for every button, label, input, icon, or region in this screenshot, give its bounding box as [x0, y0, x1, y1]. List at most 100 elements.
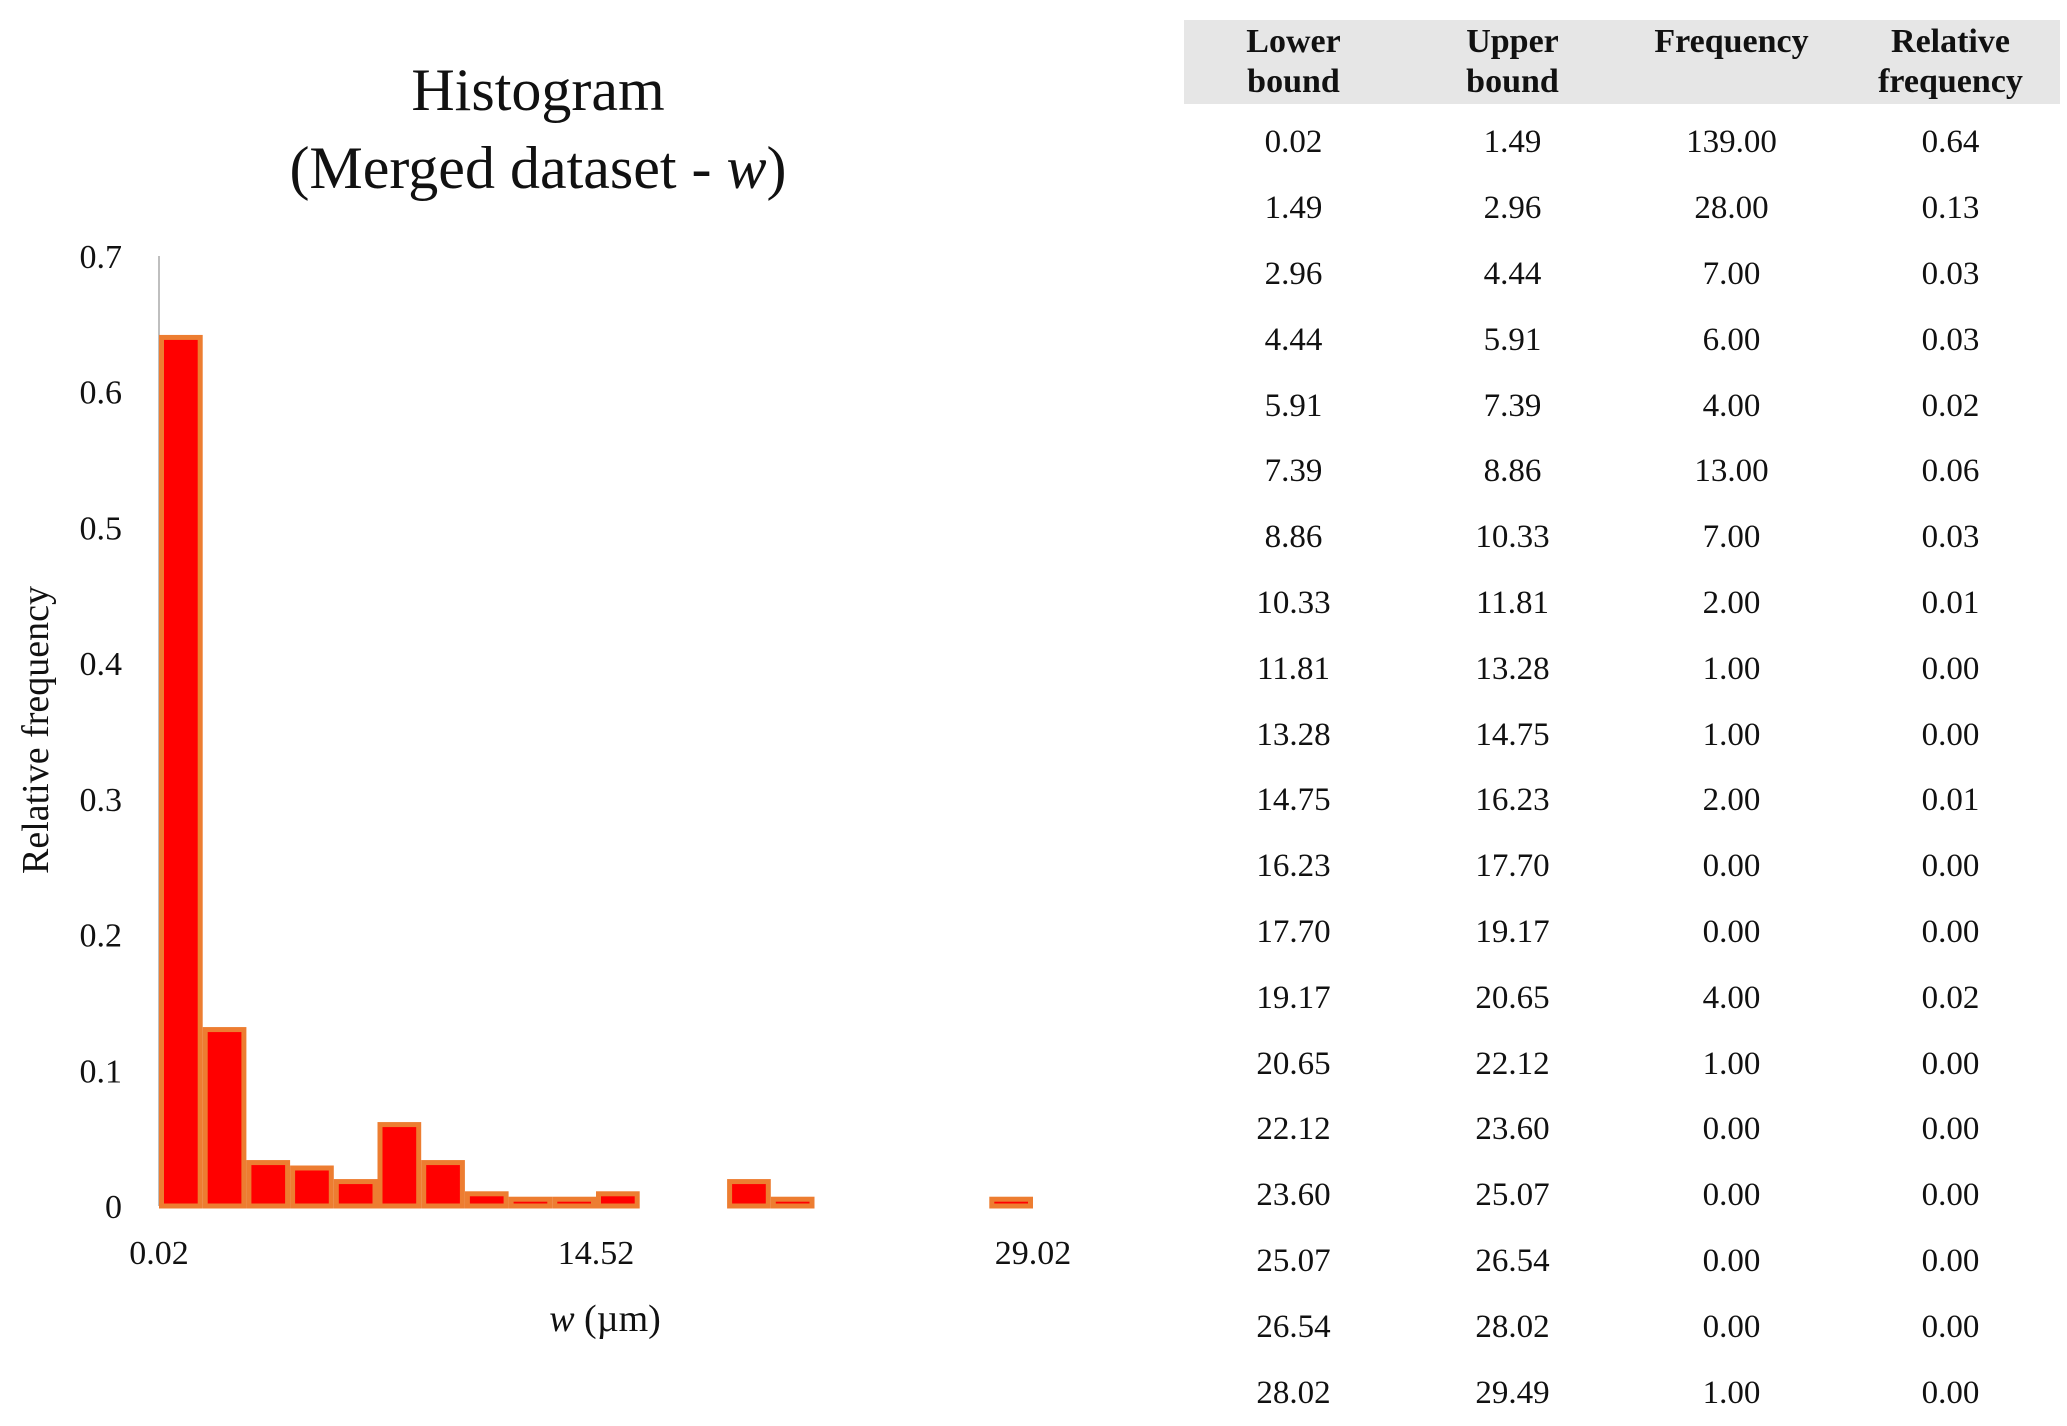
table-cell: 8.86	[1264, 519, 1323, 556]
table-cell: 11.81	[1475, 584, 1550, 621]
chart-subtitle-suffix: )	[767, 135, 787, 201]
table-cell: 1.49	[1483, 124, 1542, 161]
table-cell: 6.00	[1702, 321, 1761, 358]
table-cell: 0.03	[1921, 519, 1980, 556]
table-cell: 28.00	[1694, 190, 1769, 227]
table-header-cell: Frequency	[1622, 20, 1841, 104]
header-line-1: Lower	[1246, 23, 1341, 60]
table-cell: 23.60	[1256, 1177, 1331, 1214]
y-tick-label: 0.2	[80, 918, 123, 955]
table-row: 23.60 25.07 0.00 0.00	[1184, 1163, 2060, 1229]
y-tick-label: 0.6	[80, 375, 123, 412]
table-cell: 2.96	[1264, 255, 1323, 292]
table-cell: 7.00	[1702, 255, 1761, 292]
table-cell: 0.03	[1921, 321, 1980, 358]
table-cell: 4.44	[1483, 255, 1542, 292]
table-row: 0.02 1.49 139.00 0.64	[1184, 104, 2060, 176]
table-cell: 0.00	[1921, 913, 1980, 950]
table-cell: 0.00	[1702, 913, 1761, 950]
table-cell: 139.00	[1686, 124, 1777, 161]
table-cell: 25.07	[1475, 1177, 1550, 1214]
table-cell: 17.70	[1256, 913, 1331, 950]
table-cell: 1.49	[1264, 190, 1323, 227]
x-tick-label: 29.02	[995, 1235, 1072, 1272]
table-cell: 0.03	[1921, 255, 1980, 292]
table-cell: 26.54	[1475, 1242, 1550, 1279]
table-row: 8.86 10.33 7.00 0.03	[1184, 505, 2060, 571]
histogram-bar	[989, 1196, 1033, 1209]
table-cell: 0.00	[1702, 848, 1761, 885]
x-axis-label-unit: (µm)	[575, 1298, 661, 1340]
table-cell: 1.00	[1702, 1045, 1761, 1082]
table-cell: 13.28	[1475, 650, 1550, 687]
table-cell: 0.64	[1921, 124, 1980, 161]
table-row: 19.17 20.65 4.00 0.02	[1184, 965, 2060, 1031]
table-cell: 17.70	[1475, 848, 1550, 885]
table-header-row: Lower bound Upper bound Frequency Relative fr…	[1184, 20, 2060, 104]
table-cell: 0.00	[1921, 1308, 1980, 1345]
table-cell: 0.00	[1702, 1308, 1761, 1345]
table-cell: 0.00	[1702, 1177, 1761, 1214]
table-cell: 7.39	[1483, 387, 1542, 424]
table-cell: 0.00	[1702, 1242, 1761, 1279]
x-tick-label: 14.52	[558, 1235, 635, 1272]
table-row: 22.12 23.60 0.00 0.00	[1184, 1097, 2060, 1163]
chart-title: Histogram	[411, 57, 664, 123]
table-cell: 0.00	[1921, 1177, 1980, 1214]
y-tick-label: 0.5	[80, 510, 123, 547]
frequency-table: Lower bound Upper bound Frequency Relative fr…	[1184, 20, 2060, 1426]
header-line-1: Upper	[1466, 23, 1559, 60]
table-cell: 4.44	[1264, 321, 1323, 358]
table-cell: 0.00	[1921, 1111, 1980, 1148]
histogram-bar	[159, 334, 203, 1209]
table-cell: 20.65	[1475, 979, 1550, 1016]
header-line-2: frequency	[1878, 63, 2023, 100]
table-cell: 1.00	[1702, 650, 1761, 687]
table-cell: 0.01	[1921, 782, 1980, 819]
table-cell: 13.00	[1694, 453, 1769, 490]
table-cell: 10.33	[1475, 519, 1550, 556]
table-cell: 25.07	[1256, 1242, 1331, 1279]
histogram-bar	[596, 1191, 640, 1209]
table-cell: 7.39	[1264, 453, 1323, 490]
table-row: 5.91 7.39 4.00 0.02	[1184, 373, 2060, 439]
histogram-bar	[727, 1179, 771, 1209]
y-tick-labels: 0 0.1 0.2 0.3 0.4 0.5 0.6 0.7	[80, 239, 123, 1226]
table-cell: 28.02	[1256, 1374, 1331, 1411]
table-cell: 0.00	[1921, 716, 1980, 753]
y-tick-label: 0	[105, 1189, 122, 1226]
x-axis-label: w (µm)	[549, 1298, 661, 1340]
table-cell: 2.96	[1483, 190, 1542, 227]
table-cell: 13.28	[1256, 716, 1331, 753]
table-cell: 2.00	[1702, 782, 1761, 819]
table-cell: 19.17	[1475, 913, 1550, 950]
table-cell: 14.75	[1475, 716, 1550, 753]
histogram-bar	[333, 1179, 378, 1209]
x-axis-label-var: w	[549, 1298, 575, 1340]
table-row: 28.02 29.49 1.00 0.00	[1184, 1360, 2060, 1426]
table-row: 13.28 14.75 1.00 0.00	[1184, 702, 2060, 768]
histogram-bar	[202, 1027, 247, 1209]
table-cell: 11.81	[1256, 650, 1331, 687]
histogram-bar	[552, 1196, 596, 1209]
table-cell: 0.00	[1921, 848, 1980, 885]
table-row: 4.44 5.91 6.00 0.03	[1184, 307, 2060, 373]
table-cell: 19.17	[1256, 979, 1331, 1016]
table-row: 25.07 26.54 0.00 0.00	[1184, 1229, 2060, 1295]
table-row: 14.75 16.23 2.00 0.01	[1184, 768, 2060, 834]
table-cell: 10.33	[1256, 584, 1331, 621]
header-line-1: Frequency	[1654, 23, 1809, 60]
table-row: 10.33 11.81 2.00 0.01	[1184, 571, 2060, 637]
table-cell: 0.01	[1921, 584, 1980, 621]
histogram-bar	[464, 1191, 509, 1209]
y-tick-label: 0.4	[80, 646, 123, 683]
histogram-bars	[159, 334, 1033, 1209]
header-line-2: bound	[1247, 63, 1340, 100]
header-line-2: bound	[1466, 63, 1559, 100]
table-row: 1.49 2.96 28.00 0.13	[1184, 176, 2060, 242]
histogram-bar	[290, 1165, 334, 1209]
table-row: 17.70 19.17 0.00 0.00	[1184, 900, 2060, 966]
table-header-cell: Lower bound	[1184, 20, 1403, 104]
header-line-1: Relative	[1891, 23, 2010, 60]
histogram-bar	[508, 1196, 553, 1209]
